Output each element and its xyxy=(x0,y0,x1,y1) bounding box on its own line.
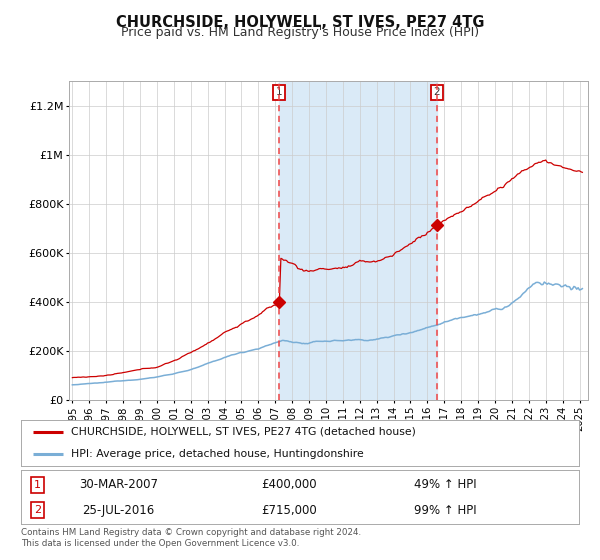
Text: Price paid vs. HM Land Registry's House Price Index (HPI): Price paid vs. HM Land Registry's House … xyxy=(121,26,479,39)
Text: HPI: Average price, detached house, Huntingdonshire: HPI: Average price, detached house, Hunt… xyxy=(71,449,364,459)
Text: £400,000: £400,000 xyxy=(261,478,317,491)
Text: CHURCHSIDE, HOLYWELL, ST IVES, PE27 4TG (detached house): CHURCHSIDE, HOLYWELL, ST IVES, PE27 4TG … xyxy=(71,427,416,437)
Text: This data is licensed under the Open Government Licence v3.0.: This data is licensed under the Open Gov… xyxy=(21,539,299,548)
Text: 2: 2 xyxy=(34,505,41,515)
Text: Contains HM Land Registry data © Crown copyright and database right 2024.: Contains HM Land Registry data © Crown c… xyxy=(21,528,361,536)
Text: 1: 1 xyxy=(276,87,283,97)
Text: 49% ↑ HPI: 49% ↑ HPI xyxy=(414,478,476,491)
Bar xyxy=(280,81,437,400)
Text: 30-MAR-2007: 30-MAR-2007 xyxy=(79,478,158,491)
Text: 25-JUL-2016: 25-JUL-2016 xyxy=(83,504,155,517)
Text: CHURCHSIDE, HOLYWELL, ST IVES, PE27 4TG: CHURCHSIDE, HOLYWELL, ST IVES, PE27 4TG xyxy=(116,15,484,30)
Text: £715,000: £715,000 xyxy=(261,504,317,517)
Text: 99% ↑ HPI: 99% ↑ HPI xyxy=(414,504,476,517)
Text: 2: 2 xyxy=(434,87,440,97)
Text: 1: 1 xyxy=(34,480,41,490)
